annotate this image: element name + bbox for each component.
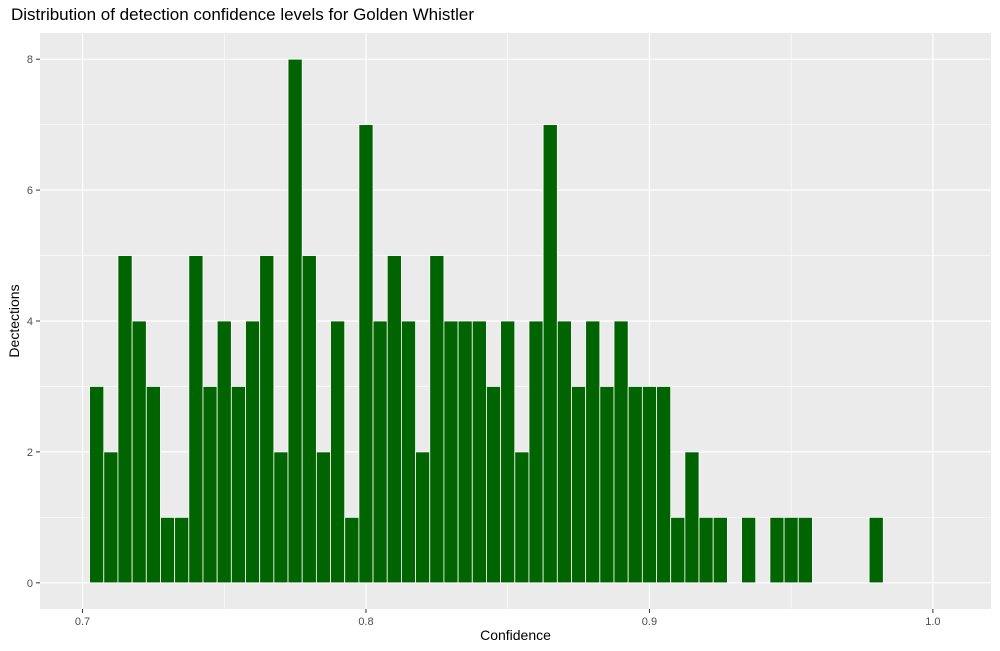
histogram-bar bbox=[273, 451, 289, 584]
histogram-bar bbox=[301, 255, 317, 584]
histogram-bar bbox=[245, 320, 261, 584]
x-axis-title: Confidence bbox=[480, 627, 551, 643]
histogram-bar bbox=[585, 320, 601, 584]
y-tick-label: 0 bbox=[27, 578, 33, 590]
histogram-bar bbox=[457, 320, 473, 584]
histogram-bar bbox=[571, 386, 587, 584]
histogram-bar bbox=[174, 516, 190, 584]
histogram-bar bbox=[216, 320, 232, 584]
histogram-bar bbox=[712, 516, 728, 584]
histogram-bar bbox=[230, 386, 246, 584]
histogram-bar bbox=[769, 516, 785, 584]
histogram-bar bbox=[259, 255, 275, 584]
histogram-bar bbox=[797, 516, 813, 584]
y-tick-label: 6 bbox=[27, 185, 33, 197]
histogram-bar bbox=[783, 516, 799, 584]
y-tick-label: 2 bbox=[27, 447, 33, 459]
histogram-bar bbox=[443, 320, 459, 584]
histogram-bar bbox=[471, 320, 487, 584]
histogram-bar bbox=[542, 124, 558, 584]
x-tick-label: 0.7 bbox=[75, 616, 90, 628]
histogram-bar bbox=[344, 516, 360, 584]
histogram-bar bbox=[330, 320, 346, 584]
histogram-bar bbox=[868, 516, 884, 584]
histogram-bar bbox=[145, 386, 161, 584]
histogram-bar bbox=[103, 451, 119, 584]
histogram-bar bbox=[358, 124, 374, 584]
chart-title: Distribution of detection confidence lev… bbox=[11, 5, 474, 24]
histogram-bar bbox=[641, 386, 657, 584]
histogram-bar bbox=[287, 58, 303, 584]
histogram-bar bbox=[514, 451, 530, 584]
histogram-bar bbox=[528, 320, 544, 584]
histogram-bar bbox=[89, 386, 105, 584]
histogram-bar bbox=[315, 451, 331, 584]
histogram-bar bbox=[188, 255, 204, 584]
histogram-bar bbox=[698, 516, 714, 584]
x-tick-label: 1.0 bbox=[925, 616, 940, 628]
histogram-bar bbox=[131, 320, 147, 584]
histogram-bar bbox=[556, 320, 572, 584]
histogram-bar bbox=[741, 516, 757, 584]
histogram-bar bbox=[372, 320, 388, 584]
histogram-bar bbox=[160, 516, 176, 584]
histogram-bars bbox=[89, 58, 884, 584]
histogram-bar bbox=[500, 320, 516, 584]
histogram-bar bbox=[670, 516, 686, 584]
histogram-bar bbox=[656, 386, 672, 584]
x-tick-label: 0.9 bbox=[642, 616, 657, 628]
histogram-bar bbox=[202, 386, 218, 584]
histogram-bar bbox=[117, 255, 133, 584]
y-axis-ticks: 0 2 4 6 8 bbox=[27, 54, 40, 590]
x-axis-ticks: 0.7 0.8 0.9 1.0 bbox=[75, 609, 941, 628]
histogram-bar bbox=[599, 386, 615, 584]
histogram-bar bbox=[613, 320, 629, 584]
y-tick-label: 4 bbox=[27, 316, 33, 328]
histogram-bar bbox=[429, 255, 445, 584]
histogram-bar bbox=[401, 320, 416, 584]
histogram-bar bbox=[486, 386, 502, 584]
histogram-bar bbox=[627, 386, 643, 584]
histogram-bar bbox=[684, 451, 700, 584]
y-tick-label: 8 bbox=[27, 54, 33, 66]
histogram-bar bbox=[415, 451, 431, 584]
histogram-bar bbox=[386, 255, 402, 584]
x-tick-label: 0.8 bbox=[358, 616, 373, 628]
y-axis-title: Dectections bbox=[6, 284, 22, 357]
